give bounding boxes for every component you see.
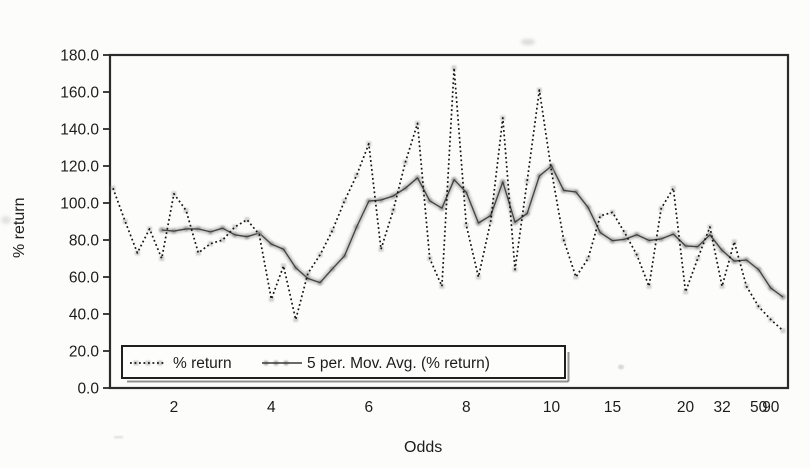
y-tick-label: 140.0 [60, 122, 99, 139]
return-marker [220, 237, 226, 243]
return-marker [207, 241, 213, 247]
x-tick-label: 32 [713, 399, 730, 416]
return-marker [731, 239, 737, 245]
return-marker [549, 169, 555, 175]
y-tick-label: 180.0 [60, 48, 99, 65]
plot-border [108, 53, 790, 390]
y-tick-label: 80.0 [69, 233, 100, 250]
return-marker [463, 222, 469, 228]
return-marker [183, 207, 189, 213]
y-axis-title: % return [11, 198, 28, 258]
legend-label-return: % return [173, 355, 232, 372]
y-tick-label: 120.0 [60, 159, 99, 176]
legend-sample-return-marker [157, 360, 163, 366]
x-tick-label: 90 [762, 399, 780, 416]
return-marker [683, 289, 689, 295]
return-marker [195, 250, 201, 256]
return-marker [670, 185, 676, 191]
x-tick-label: 10 [543, 399, 561, 416]
x-tick-label: 20 [677, 399, 695, 416]
return-marker [719, 283, 725, 289]
scan-smudge [1, 39, 624, 439]
return-marker [341, 198, 347, 204]
x-tick-label: 6 [365, 399, 374, 416]
return-marker [268, 296, 274, 302]
return-marker [695, 256, 701, 261]
y-tick-label: 100.0 [60, 196, 99, 213]
series-return-line [112, 67, 784, 332]
return-marker [597, 213, 603, 219]
return-marker [244, 217, 250, 223]
return-marker [475, 274, 481, 280]
series-moving-average-glow [159, 163, 786, 300]
return-marker [451, 65, 457, 71]
x-tick-label: 50 [750, 399, 768, 416]
return-marker [378, 246, 384, 252]
return-marker [622, 230, 628, 236]
return-marker [122, 219, 128, 224]
return-marker [281, 263, 287, 269]
return-marker [780, 328, 786, 334]
y-tick-label: 0.0 [77, 381, 99, 398]
legend-label-moving-average: 5 per. Mov. Avg. (% return) [307, 355, 490, 372]
x-tick-label: 8 [462, 399, 471, 416]
y-tick-label: 20.0 [69, 344, 100, 361]
x-tick-label: 4 [267, 399, 276, 416]
y-tick-label: 60.0 [69, 270, 100, 287]
return-marker [354, 172, 360, 178]
y-tick-label: 160.0 [60, 85, 99, 102]
x-axis-title: Odds [404, 439, 442, 456]
return-marker [585, 256, 591, 261]
return-marker [293, 317, 299, 323]
legend-box [121, 345, 566, 379]
return-marker [573, 274, 579, 280]
x-tick-label: 2 [170, 399, 179, 416]
y-tick-label: 40.0 [69, 307, 100, 324]
return-marker [305, 270, 311, 276]
series-moving-average-line [161, 165, 784, 298]
return-marker [232, 224, 238, 230]
return-marker [159, 256, 165, 261]
x-tick-label: 15 [604, 399, 621, 416]
return-marker [646, 283, 652, 289]
